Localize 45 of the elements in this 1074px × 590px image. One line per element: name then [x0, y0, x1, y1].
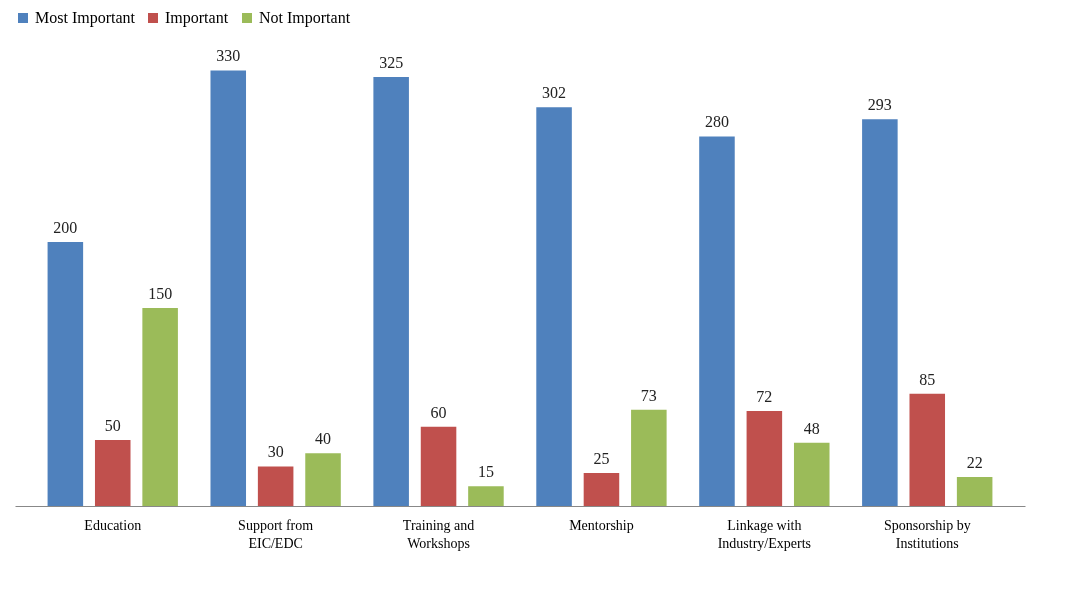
- bar: [420, 426, 457, 506]
- bar: [631, 409, 667, 506]
- data-label: 15: [477, 463, 494, 481]
- bar: [305, 453, 341, 506]
- bar: [699, 136, 735, 506]
- bar: [373, 77, 409, 506]
- data-label: 50: [104, 417, 121, 434]
- legend-label: Not Important: [259, 9, 351, 27]
- data-label: 150: [148, 285, 173, 302]
- data-label: 73: [640, 386, 657, 404]
- x-tick-label: Education: [84, 517, 142, 533]
- bar: [793, 442, 830, 506]
- data-label: 302: [542, 84, 567, 102]
- x-tick-label: Mentorship: [569, 517, 634, 533]
- x-tick-label: Linkage with Industry/Experts: [717, 517, 812, 551]
- legend-label: Important: [165, 9, 229, 27]
- x-tick-label: Training and Workshops: [402, 517, 475, 551]
- data-label: 60: [430, 403, 447, 421]
- x-tick-label: Sponsorship by Institutions: [883, 517, 971, 551]
- bar: [47, 242, 84, 506]
- bar: [909, 393, 946, 506]
- bar: [142, 308, 178, 506]
- bar: [583, 473, 620, 506]
- bar: [94, 440, 131, 506]
- data-label: 72: [756, 387, 773, 405]
- x-tick-label: Support from EIC/EDC: [238, 517, 314, 551]
- data-label: 22: [966, 453, 983, 471]
- data-label: 40: [315, 430, 332, 448]
- data-label: 330: [216, 47, 241, 65]
- bar: [468, 486, 504, 506]
- bar: [210, 70, 247, 506]
- data-label: 30: [267, 443, 284, 461]
- legend-label: Most Important: [35, 9, 136, 27]
- data-label: 280: [704, 113, 729, 131]
- bar: [956, 476, 993, 506]
- bar: [746, 410, 783, 506]
- data-label: 293: [867, 96, 892, 114]
- data-label: 200: [53, 219, 78, 236]
- bar: [536, 107, 572, 506]
- data-label: 48: [803, 419, 820, 437]
- data-label: 25: [593, 450, 610, 467]
- data-label: 85: [919, 370, 936, 388]
- bar: [257, 466, 294, 506]
- bar: [862, 119, 898, 506]
- data-label: 325: [379, 54, 404, 71]
